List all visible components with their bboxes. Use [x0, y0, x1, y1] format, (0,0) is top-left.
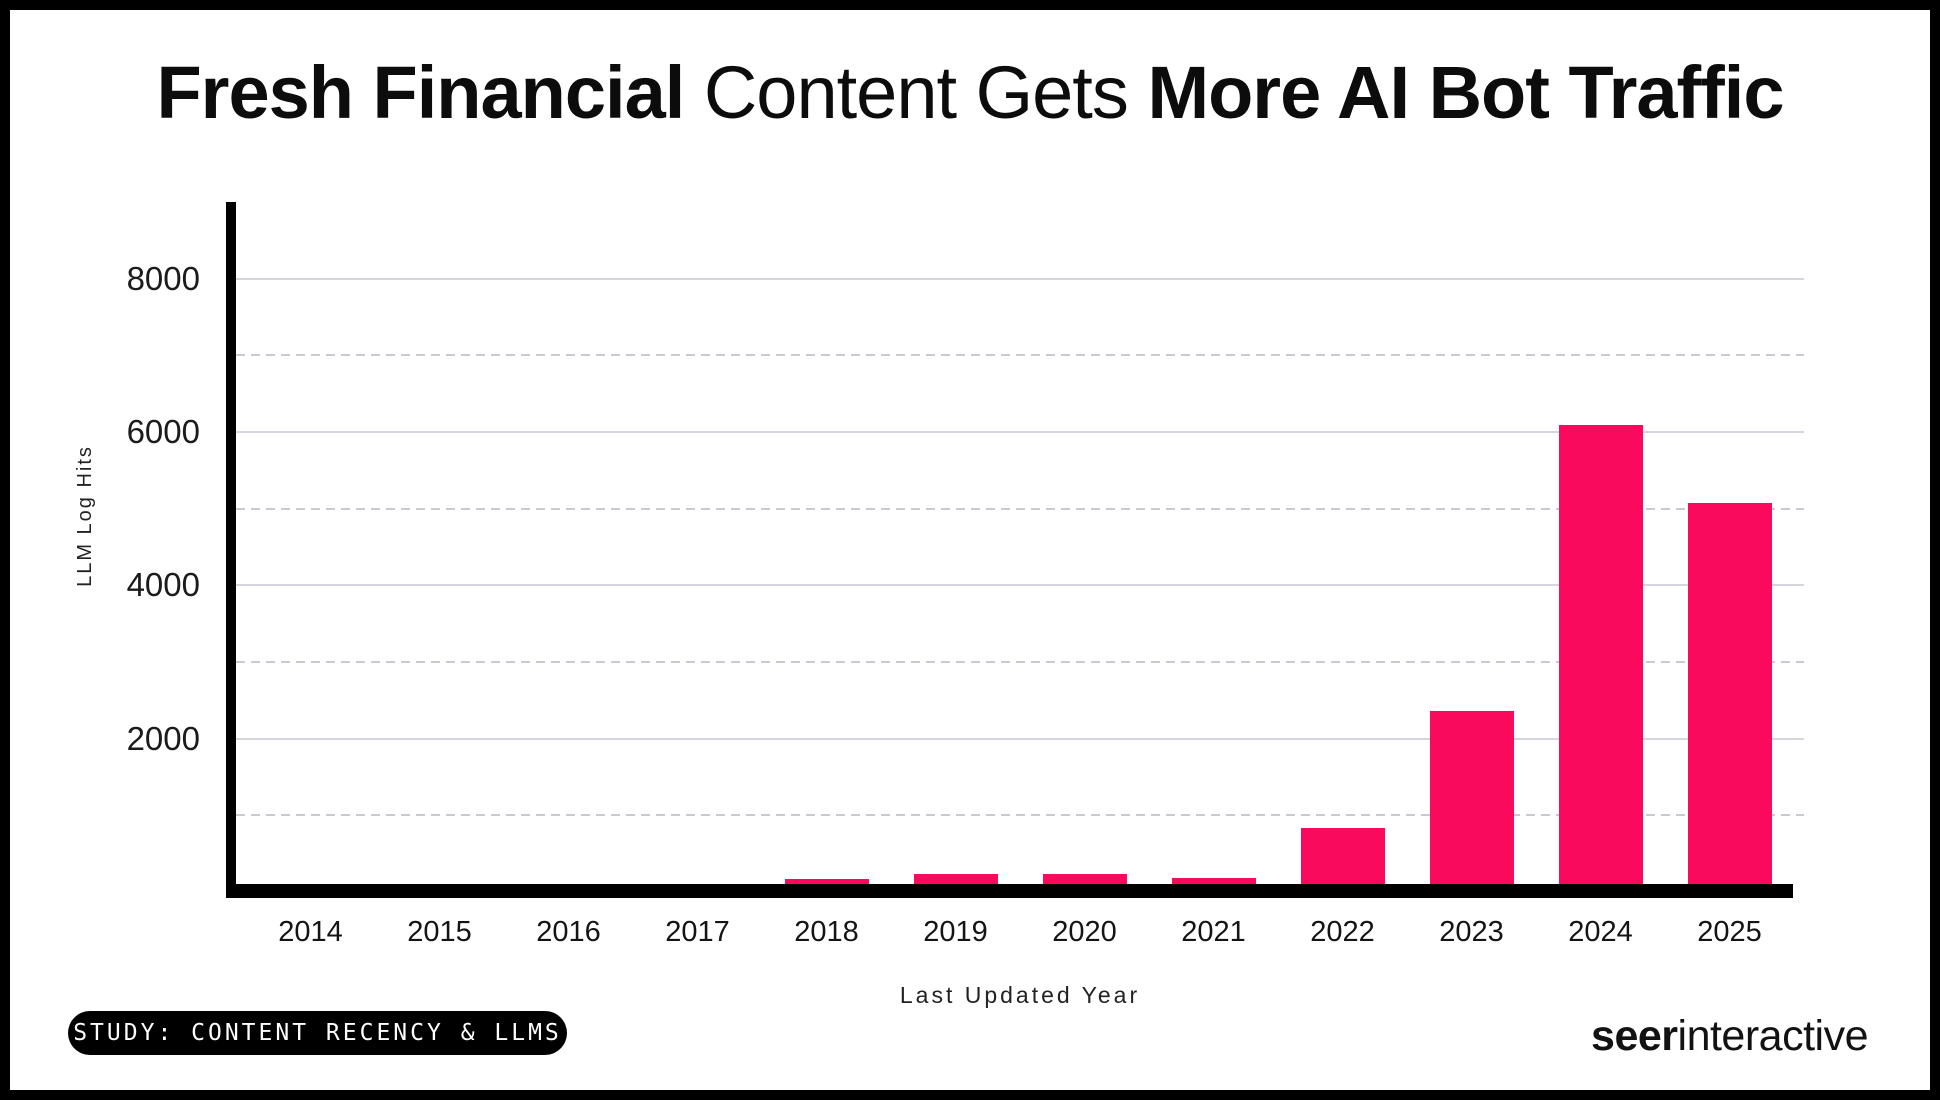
y-axis-line — [226, 202, 236, 898]
plot-area — [236, 202, 1804, 892]
y-tick-label-8000: 8000 — [126, 259, 200, 297]
gridline-8000 — [236, 277, 1804, 280]
x-tick-label-2025: 2025 — [1697, 916, 1762, 948]
title-segment-regular: Content Gets — [684, 51, 1148, 134]
title-segment-bold-2: More AI Bot Traffic — [1147, 51, 1784, 134]
x-tick-label-2017: 2017 — [665, 916, 730, 948]
bar-2023 — [1429, 710, 1514, 892]
seer-interactive-logo: seerinteractive — [1591, 1012, 1868, 1061]
study-badge-label: STUDY: CONTENT RECENCY & LLMS — [73, 1020, 562, 1046]
bar-2025 — [1687, 503, 1772, 892]
x-tick-label-2023: 2023 — [1439, 916, 1504, 948]
x-axis-title: Last Updated Year — [899, 982, 1141, 1008]
bar-2024 — [1558, 425, 1643, 892]
gridline-6000 — [236, 431, 1804, 433]
x-tick-label-2022: 2022 — [1310, 916, 1375, 948]
x-tick-label-2014: 2014 — [278, 916, 343, 948]
title-segment-bold-1: Fresh Financial — [156, 51, 685, 134]
bar-2022 — [1300, 827, 1385, 892]
page-title: Fresh Financial Content Gets More AI Bot… — [0, 50, 1940, 135]
x-tick-label-2018: 2018 — [794, 916, 859, 948]
gridline-4000 — [236, 584, 1804, 587]
y-tick-label-2000: 2000 — [126, 719, 200, 757]
y-tick-label-6000: 6000 — [126, 413, 200, 450]
y-tick-label-4000: 4000 — [126, 566, 200, 604]
x-tick-label-2021: 2021 — [1181, 916, 1246, 948]
x-axis-line — [226, 884, 1793, 898]
gridline-dashed-1000 — [236, 814, 1804, 817]
x-tick-label-2016: 2016 — [536, 916, 601, 948]
gridline-2000 — [236, 737, 1804, 740]
study-badge: STUDY: CONTENT RECENCY & LLMS — [68, 1011, 567, 1055]
x-tick-label-2020: 2020 — [1052, 916, 1117, 948]
logo-seer-text: seer — [1591, 1012, 1678, 1060]
x-tick-label-2015: 2015 — [407, 916, 472, 948]
x-tick-label-2019: 2019 — [923, 916, 988, 948]
logo-interactive-text: interactive — [1677, 1012, 1869, 1060]
x-tick-label-2024: 2024 — [1568, 916, 1633, 948]
gridline-dashed-3000 — [236, 661, 1804, 663]
gridline-dashed-7000 — [236, 354, 1804, 357]
gridline-dashed-5000 — [236, 507, 1804, 510]
